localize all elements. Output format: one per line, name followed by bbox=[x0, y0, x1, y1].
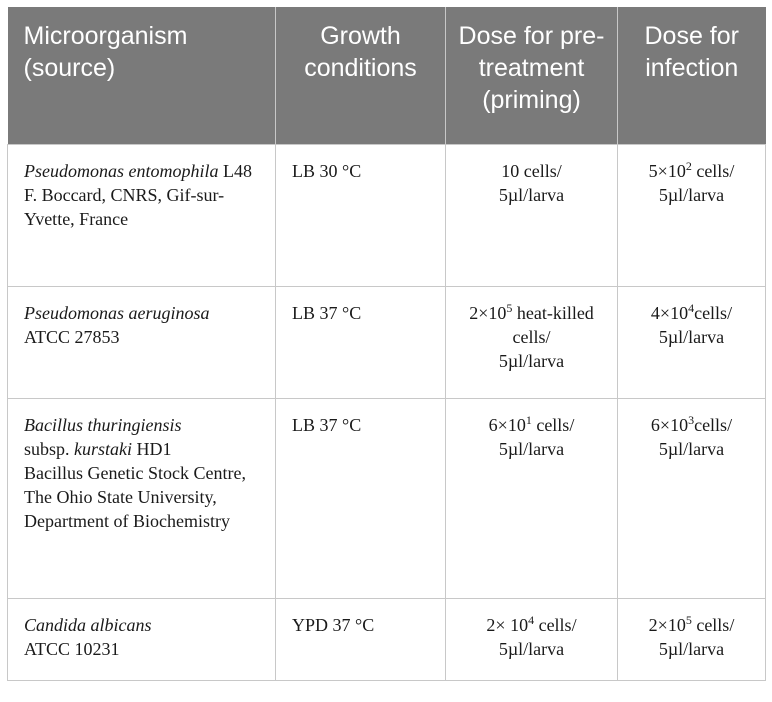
infection-cell: 4×104cells/ 5µl/larva bbox=[617, 285, 766, 399]
priming-unit: 5µl/larva bbox=[498, 184, 565, 205]
priming-value-suffix: heat-killed cells/ bbox=[512, 302, 594, 347]
infection-cell: 6×103cells/ 5µl/larva bbox=[617, 397, 766, 599]
growth-cell: YPD 37 °C bbox=[275, 597, 446, 681]
priming-value-suffix: cells/ bbox=[534, 614, 577, 635]
priming-exponent: 4 bbox=[528, 612, 535, 627]
growth-cell: LB 30 °C bbox=[275, 143, 446, 287]
header-growth-conditions: Growth conditions bbox=[275, 7, 446, 144]
infection-value-suffix: cells/ bbox=[691, 614, 735, 635]
infection-exponent: 5 bbox=[685, 612, 692, 627]
species-name: Pseudomonas entomophila bbox=[24, 160, 219, 181]
growth-cell: LB 37 °C bbox=[275, 285, 446, 399]
table-row: Pseudomonas entomophila L48 F. Boccard, … bbox=[7, 143, 766, 287]
infection-unit: 5µl/larva bbox=[658, 438, 725, 459]
microorganism-table: Microorganism (source) Growth conditions… bbox=[7, 7, 766, 681]
infection-unit: 5µl/larva bbox=[658, 184, 725, 205]
priming-unit: 5µl/larva bbox=[498, 638, 565, 659]
priming-exponent: 1 bbox=[525, 412, 532, 427]
species-name: Bacillus thuringiensis bbox=[24, 414, 182, 435]
microorganism-cell: Bacillus thuringiensis subsp. kurstaki H… bbox=[7, 397, 276, 599]
priming-unit: 5µl/larva bbox=[498, 350, 565, 371]
infection-value: 6×10 bbox=[650, 414, 689, 435]
subspecies-strain: HD1 bbox=[132, 438, 172, 459]
infection-value: 4×10 bbox=[650, 302, 689, 323]
source-text: Bacillus Genetic Stock Centre, The Ohio … bbox=[24, 462, 246, 531]
source-text: F. Boccard, CNRS, Gif-sur-Yvette, France bbox=[24, 184, 225, 229]
infection-exponent: 4 bbox=[688, 300, 695, 315]
priming-value: 2×10 bbox=[469, 302, 507, 323]
species-name: Pseudomonas aeruginosa bbox=[24, 302, 210, 323]
priming-value-suffix: cells/ bbox=[531, 414, 575, 435]
infection-unit: 5µl/larva bbox=[658, 326, 725, 347]
table-row: Pseudomonas aeruginosa ATCC 27853 LB 37 … bbox=[7, 285, 766, 399]
priming-cell: 2× 104 cells/ 5µl/larva bbox=[445, 597, 618, 681]
infection-unit: 5µl/larva bbox=[658, 638, 725, 659]
microorganism-cell: Pseudomonas entomophila L48 F. Boccard, … bbox=[7, 143, 276, 287]
microorganism-cell: Candida albicans ATCC 10231 bbox=[7, 597, 276, 681]
microorganism-cell: Pseudomonas aeruginosa ATCC 27853 bbox=[7, 285, 276, 399]
subspecies-name: kurstaki bbox=[74, 438, 133, 459]
header-microorganism: Microorganism (source) bbox=[7, 7, 276, 144]
infection-exponent: 3 bbox=[688, 412, 695, 427]
priming-cell: 10 cells/ 5µl/larva bbox=[445, 143, 618, 287]
infection-value-suffix: cells/ bbox=[694, 414, 733, 435]
priming-value: 10 cells/ bbox=[501, 160, 562, 181]
priming-value: 2× 10 bbox=[486, 614, 529, 635]
subspecies-prefix: subsp. bbox=[24, 438, 75, 459]
infection-value-suffix: cells/ bbox=[691, 160, 735, 181]
infection-cell: 2×105 cells/ 5µl/larva bbox=[617, 597, 766, 681]
infection-value: 2×10 bbox=[648, 614, 686, 635]
species-name: Candida albicans bbox=[24, 614, 152, 635]
strain-name: L48 bbox=[218, 160, 252, 181]
priming-cell: 2×105 heat-killed cells/ 5µl/larva bbox=[445, 285, 618, 399]
priming-value: 6×10 bbox=[488, 414, 526, 435]
priming-unit: 5µl/larva bbox=[498, 438, 565, 459]
infection-value-suffix: cells/ bbox=[694, 302, 733, 323]
source-text: ATCC 27853 bbox=[24, 326, 120, 347]
infection-value: 5×10 bbox=[648, 160, 686, 181]
source-text: ATCC 10231 bbox=[24, 638, 120, 659]
header-dose-priming: Dose for pre-treatment (priming) bbox=[445, 7, 618, 144]
priming-cell: 6×101 cells/ 5µl/larva bbox=[445, 397, 618, 599]
table-row: Candida albicans ATCC 10231 YPD 37 °C 2×… bbox=[7, 597, 766, 681]
header-dose-infection: Dose for infection bbox=[617, 7, 766, 144]
header-row: Microorganism (source) Growth conditions… bbox=[7, 7, 766, 144]
infection-cell: 5×102 cells/ 5µl/larva bbox=[617, 143, 766, 287]
infection-exponent: 2 bbox=[685, 158, 692, 173]
table-row: Bacillus thuringiensis subsp. kurstaki H… bbox=[7, 397, 766, 599]
growth-cell: LB 37 °C bbox=[275, 397, 446, 599]
priming-exponent: 5 bbox=[506, 300, 513, 315]
